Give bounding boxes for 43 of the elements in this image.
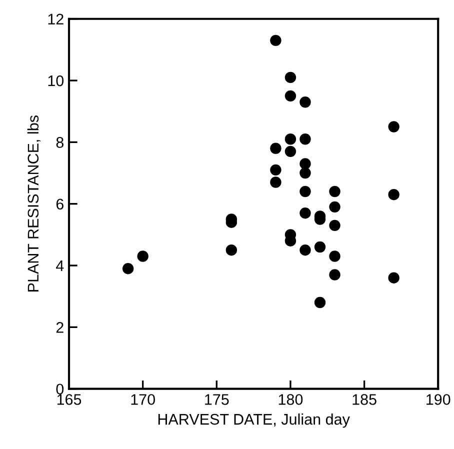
y-tick-label: 0 — [56, 384, 64, 395]
y-tick-label: 6 — [56, 198, 64, 210]
point — [137, 250, 148, 262]
point — [388, 121, 400, 132]
point — [300, 207, 311, 219]
point — [314, 296, 326, 308]
y-tick-label: 2 — [56, 322, 64, 333]
point — [329, 201, 340, 213]
y-tick-label: 10 — [48, 75, 64, 86]
point — [314, 241, 326, 253]
point — [226, 244, 238, 256]
x-tick-label: 170 — [131, 394, 155, 405]
point — [329, 250, 340, 262]
point — [329, 220, 340, 232]
y-tick-label: 8 — [56, 137, 64, 148]
x-axis-title: HARVEST DATE, Julian day — [158, 413, 350, 428]
point — [270, 34, 282, 46]
point — [284, 72, 296, 84]
point — [300, 96, 311, 108]
x-tick-label: 185 — [352, 394, 376, 405]
point — [388, 272, 400, 284]
x-tick-label: 165 — [57, 394, 82, 405]
point — [329, 186, 340, 198]
point — [122, 262, 134, 274]
x-tick-label: 175 — [205, 394, 229, 405]
y-tick-label: 4 — [56, 260, 64, 272]
point — [388, 188, 400, 200]
point — [300, 186, 311, 198]
x-tick-label: 180 — [278, 394, 303, 405]
point — [270, 164, 282, 176]
point — [300, 167, 311, 179]
x-tick-label: 190 — [426, 394, 450, 405]
point — [300, 244, 311, 256]
point — [284, 133, 296, 145]
point — [284, 90, 296, 102]
point — [284, 146, 296, 158]
y-tick-label: 12 — [48, 14, 64, 24]
y-axis-title: PLANT RESISTANCE, lbs — [27, 116, 40, 292]
point — [270, 176, 282, 188]
point — [270, 142, 282, 154]
point — [300, 133, 311, 145]
point — [300, 158, 311, 170]
point — [329, 269, 340, 280]
